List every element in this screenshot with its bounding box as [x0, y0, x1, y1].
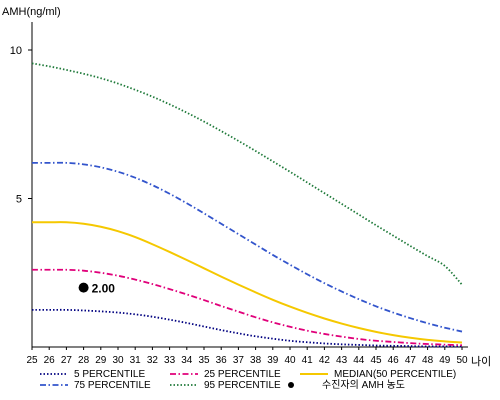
x-tick-label: 46	[388, 355, 400, 366]
x-tick-label: 37	[233, 355, 245, 366]
legend: 5 PERCENTILE 25 PERCENTILE MEDIAN(50 PERCE…	[40, 369, 456, 391]
patient-marker: 2.00	[78, 282, 116, 296]
legend-item: 25 PERCENTILE	[170, 369, 281, 380]
legend-label: MEDIAN(50 PERCENTILE)	[334, 369, 456, 380]
x-tick-label: 47	[405, 355, 417, 366]
x-tick-label: 38	[250, 355, 262, 366]
x-tick-label: 48	[422, 355, 434, 366]
x-tick-label: 43	[336, 355, 348, 366]
x-tick-label: 28	[78, 355, 90, 366]
x-axis-label: 나이	[471, 355, 491, 368]
x-tick-label: 40	[284, 355, 296, 366]
x-tick-label: 49	[439, 355, 451, 366]
x-tick-label: 27	[61, 355, 73, 366]
x-tick-label: 45	[370, 355, 382, 366]
x-tick-label: 41	[302, 355, 314, 366]
x-tick-label: 34	[181, 355, 193, 366]
legend-item: 수진자의 AMH 농도	[288, 379, 405, 391]
y-tick-label: 10	[10, 45, 22, 57]
series-line-median-50-percentile	[32, 221, 463, 344]
patient-amh-value-label: 2.00	[92, 282, 116, 296]
plot-area: 5 10 25 26 27 28 29 30 31 32 33 34 35 36 37 38 39 40 41 42…	[10, 22, 468, 366]
y-ticks: 5 10	[10, 45, 32, 206]
legend-item: 75 PERCENTILE	[40, 380, 151, 391]
x-tick-label: 44	[353, 355, 365, 366]
legend-label: 수진자의 AMH 농도	[322, 379, 405, 391]
legend-label: 25 PERCENTILE	[204, 369, 281, 380]
x-tick-label: 29	[95, 355, 107, 366]
x-tick-label: 31	[130, 355, 142, 366]
x-tick-label: 25	[26, 355, 38, 366]
legend-item: 5 PERCENTILE	[40, 369, 145, 380]
series-line-25-percentile	[32, 268, 463, 347]
x-tick-label: 39	[267, 355, 279, 366]
x-tick-label: 33	[164, 355, 176, 366]
patient-amh-point	[78, 282, 89, 293]
legend-swatch	[288, 382, 294, 388]
legend-label: 5 PERCENTILE	[74, 369, 145, 380]
series-lines	[31, 62, 463, 348]
y-tick-label: 5	[16, 194, 22, 206]
x-tick-label: 32	[147, 355, 159, 366]
x-tick-label: 26	[44, 355, 56, 366]
legend-item: MEDIAN(50 PERCENTILE)	[300, 369, 456, 380]
series-line-95-percentile	[31, 62, 463, 286]
legend-item: 95 PERCENTILE	[170, 380, 281, 391]
x-ticks: 25 26 27 28 29 30 31 32 33 34 35 36 37 38 39 40 41 42 43 44…	[26, 347, 468, 366]
y-axis-label: AMH(ng/ml)	[2, 6, 61, 18]
legend-label: 95 PERCENTILE	[204, 380, 281, 391]
x-tick-label: 50	[456, 355, 468, 366]
x-tick-label: 30	[112, 355, 124, 366]
series-line-75-percentile	[31, 161, 463, 333]
series-line-5-percentile	[32, 308, 462, 348]
legend-label: 75 PERCENTILE	[74, 380, 151, 391]
x-tick-label: 35	[198, 355, 210, 366]
x-tick-label: 42	[319, 355, 331, 366]
x-tick-label: 36	[216, 355, 228, 366]
